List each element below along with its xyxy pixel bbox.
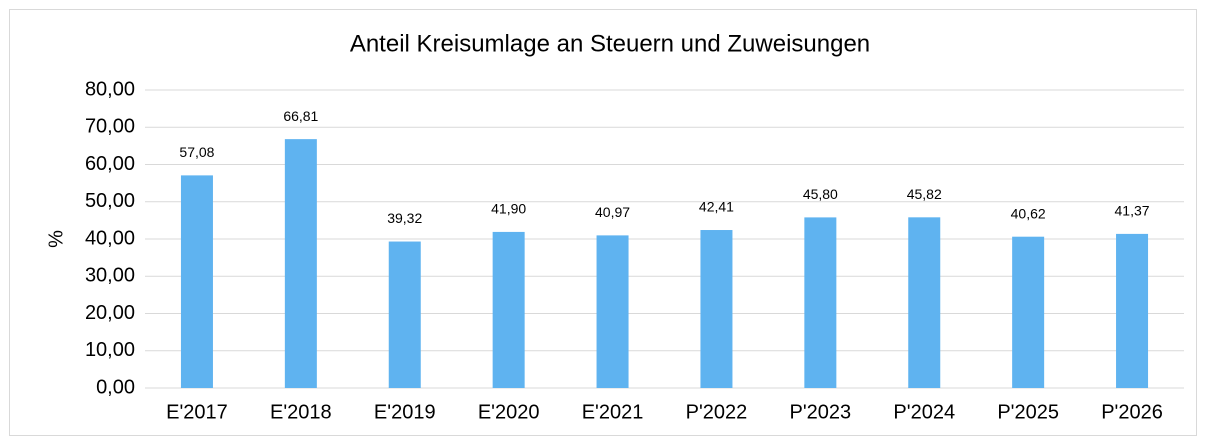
x-tick-label: P'2022 [686,401,748,423]
bar [700,230,733,388]
x-tick-label: E'2019 [374,401,436,423]
x-tick-label: P'2025 [997,401,1059,423]
x-tick-label: E'2017 [166,401,228,423]
data-label: 41,90 [491,201,526,217]
data-label: 40,62 [1011,205,1046,221]
data-label: 45,82 [907,186,942,202]
data-label: 41,37 [1115,203,1150,219]
bar [492,231,525,388]
bar [804,217,837,388]
data-label: 57,08 [179,144,214,160]
y-tick-label: 20,00 [85,302,135,324]
y-tick-label: 80,00 [85,78,135,100]
bar [1116,233,1149,388]
chart-title: Anteil Kreisumlage an Steuern und Zuweis… [350,30,870,57]
data-label: 45,80 [803,186,838,202]
data-label: 40,97 [595,204,630,220]
y-tick-label: 40,00 [85,227,135,249]
data-label: 42,41 [699,199,734,215]
bar [284,139,317,388]
x-tick-label: P'2026 [1101,401,1163,423]
y-axis-label: % [45,230,67,248]
y-tick-label: 70,00 [85,116,135,138]
y-tick-label: 0,00 [96,376,135,398]
x-tick-label: P'2024 [893,401,955,423]
data-label: 39,32 [387,210,422,226]
bar [596,235,629,388]
x-tick-label: E'2018 [270,401,332,423]
bar [908,217,941,388]
y-tick-label: 60,00 [85,153,135,175]
x-tick-label: E'2020 [478,401,540,423]
x-tick-label: E'2021 [582,401,644,423]
bar [180,175,213,388]
bar [388,241,421,388]
x-tick-label: P'2023 [790,401,852,423]
y-tick-label: 10,00 [85,339,135,361]
data-label: 66,81 [283,108,318,124]
y-tick-label: 50,00 [85,190,135,212]
y-tick-label: 30,00 [85,265,135,287]
bar [1012,236,1045,388]
